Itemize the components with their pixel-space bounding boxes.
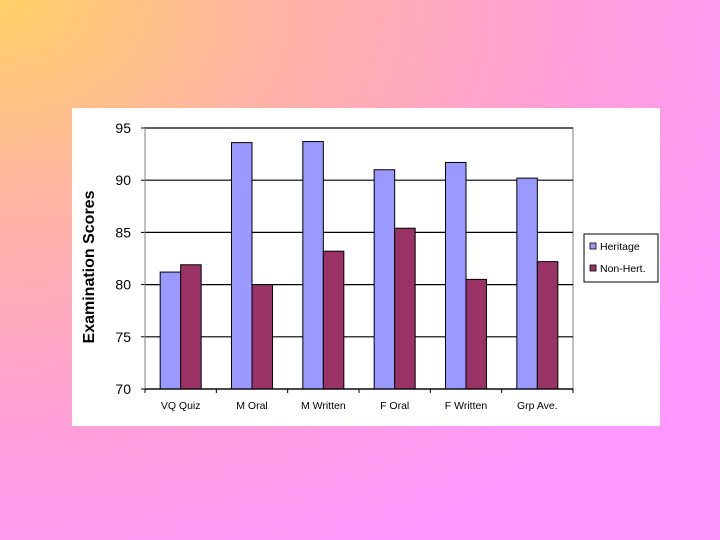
y-axis-title: Examination Scores — [81, 190, 98, 343]
bar-non-hert-m-written — [322, 250, 345, 390]
bar-non-hert-grp-ave — [536, 261, 559, 390]
y-tick-label: 75 — [115, 329, 131, 345]
bar-non-hert-f-written — [465, 278, 487, 390]
x-tick-label: Grp Ave. — [517, 400, 558, 412]
axes: 70 75 80 85 90 95 VQ Quiz M Oral M Written F Oral… — [115, 120, 574, 412]
y-tick-label: 95 — [115, 120, 131, 136]
legend: Heritage Non-Hert. — [583, 233, 659, 283]
y-tick-label: 70 — [115, 381, 131, 397]
x-tick-label: VQ Quiz — [161, 400, 201, 412]
bar-non-hert-m-oral — [251, 284, 273, 390]
y-tick-label: 85 — [115, 224, 131, 240]
bar-heritage-m-written — [302, 141, 324, 390]
bar-non-hert-vq-quiz — [180, 264, 202, 390]
bar-heritage-f-oral — [373, 169, 396, 390]
y-tick-label: 80 — [115, 277, 131, 293]
legend-swatch — [589, 242, 597, 250]
legend-label: Heritage — [600, 241, 640, 253]
bar-heritage-f-written — [445, 161, 467, 390]
plot-area — [144, 127, 574, 390]
bar-non-hert-f-oral — [394, 227, 416, 390]
x-tick-label: F Written — [445, 400, 488, 412]
legend-label: Non-Hert. — [600, 263, 646, 275]
x-tick-label: M Written — [301, 400, 346, 412]
bars — [159, 141, 559, 390]
legend-swatch — [589, 264, 597, 272]
gridlines — [144, 127, 574, 390]
bar-chart: 70 75 80 85 90 95 VQ Quiz M Oral M Written F Oral… — [81, 120, 659, 412]
y-tick-label: 90 — [115, 172, 131, 188]
bar-heritage-grp-ave — [516, 177, 538, 390]
bar-heritage-vq-quiz — [159, 271, 182, 390]
x-tick-label: M Oral — [236, 400, 268, 412]
x-tick-label: F Oral — [380, 400, 409, 412]
chart-panel: 70 75 80 85 90 95 VQ Quiz M Oral M Written F Oral… — [72, 108, 660, 426]
legend-box — [583, 233, 659, 283]
bar-heritage-m-oral — [231, 142, 253, 390]
